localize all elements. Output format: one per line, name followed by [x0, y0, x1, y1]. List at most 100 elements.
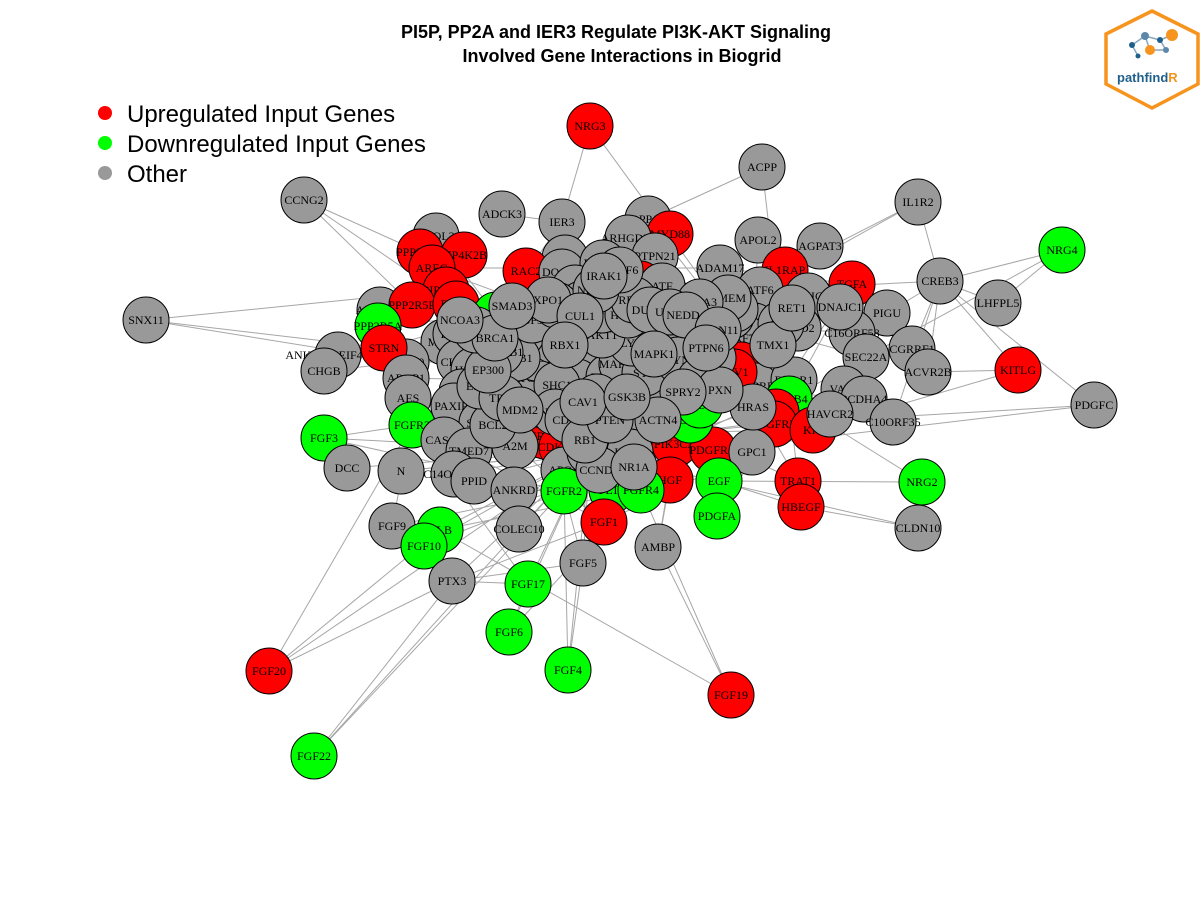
node-label-FGF19: FGF19: [714, 688, 748, 702]
node-PTPN6: PTPN6: [682, 324, 730, 372]
node-circle-HBEGF: [777, 483, 825, 531]
node-label-HBEGF: HBEGF: [781, 500, 821, 514]
node-label-BRCA1: BRCA1: [476, 331, 515, 345]
node-label-PDGFC: PDGFC: [1075, 398, 1114, 412]
node-circle-COLEC10: [495, 505, 543, 553]
node-label-FGF5: FGF5: [569, 556, 597, 570]
node-PDGFC: PDGFC: [1070, 381, 1118, 429]
node-IL1R2: IL1R2: [894, 178, 942, 226]
node-label-RAC2: RAC2: [511, 264, 542, 278]
edge-FGF19-AMBP: [657, 546, 732, 696]
logo-text-accent: R: [1168, 70, 1178, 85]
node-circle-PTPN6: [682, 324, 730, 372]
node-label-ANKRD: ANKRD: [493, 483, 536, 497]
node-circle-C10ORF35: [869, 398, 917, 446]
node-NRG3: NRG3: [566, 102, 614, 150]
node-circle-FGF4: [544, 646, 592, 694]
node-TMX1: TMX1: [749, 321, 797, 369]
node-N: N: [377, 447, 425, 495]
legend-item-other: Other: [98, 161, 187, 188]
node-label-CAV1: CAV1: [568, 395, 598, 409]
node-label-FGF3: FGF3: [310, 431, 338, 445]
node-label-IL1R2: IL1R2: [902, 195, 933, 209]
node-CCNG2: CCNG2: [280, 176, 328, 224]
node-RET1: RET1: [768, 284, 816, 332]
node-circle-DCC: [323, 444, 371, 492]
node-label-FGFR3: FGFR3: [394, 418, 430, 432]
node-label-COLEC10: COLEC10: [493, 522, 544, 536]
node-label-MDM2: MDM2: [502, 403, 538, 417]
legend-swatch-other: [98, 166, 112, 180]
node-circle-FGF19: [707, 671, 755, 719]
node-circle-IL1R2: [894, 178, 942, 226]
node-circle-PTX3: [428, 557, 476, 605]
node-label-CUL1: CUL1: [565, 309, 595, 323]
node-label-C10ORF35: C10ORF35: [865, 415, 920, 429]
node-circle-NRG4: [1038, 226, 1086, 274]
node-PTX3: PTX3: [428, 557, 476, 605]
node-circle-ACPP: [738, 143, 786, 191]
node-CHGB: CHGB: [300, 347, 348, 395]
node-label-CLDN10: CLDN10: [896, 521, 941, 535]
node-label-RET1: RET1: [778, 301, 807, 315]
legend-swatch-up: [98, 106, 112, 120]
node-DCC: DCC: [323, 444, 371, 492]
node-label-ACVR2B: ACVR2B: [904, 365, 951, 379]
node-label-KITLG: KITLG: [1000, 363, 1036, 377]
node-label-DNAJC1: DNAJC1: [818, 300, 863, 314]
node-circle-DNAJC1: [816, 283, 864, 331]
node-circle-LHFPL5: [974, 279, 1022, 327]
node-GSK3B: GSK3B: [603, 373, 651, 421]
node-HBEGF: HBEGF: [777, 483, 825, 531]
node-label-LHFPL5: LHFPL5: [977, 296, 1020, 310]
legend-label-down: Downregulated Input Genes: [127, 131, 426, 158]
node-PXN: PXN: [696, 366, 744, 414]
node-label-FGF17: FGF17: [511, 577, 545, 591]
node-RBX1: RBX1: [541, 321, 589, 369]
node-label-IER3: IER3: [549, 215, 574, 229]
node-label-CCND1: CCND1: [579, 463, 618, 477]
node-label-FGF1: FGF1: [590, 515, 618, 529]
logo-wordmark: pathfindR: [1117, 70, 1178, 85]
node-label-MAPK1: MAPK1: [634, 347, 675, 361]
node-label-SNX11: SNX11: [128, 313, 164, 327]
node-circle-CHGB: [300, 347, 348, 395]
node-label-SMAD3: SMAD3: [492, 299, 533, 313]
node-label-NRG2: NRG2: [906, 475, 937, 489]
node-circle-GSK3B: [603, 373, 651, 421]
node-circle-FGF5: [559, 539, 607, 587]
node-circle-SMAD3: [488, 282, 536, 330]
node-circle-NRG3: [566, 102, 614, 150]
edge-PDGFC-CREB3: [939, 280, 1095, 406]
node-circle-NR1A: [610, 443, 658, 491]
node-circle-MDM2: [496, 386, 544, 434]
node-PDGFA: PDGFA: [693, 492, 741, 540]
node-SNX11: SNX11: [122, 296, 170, 344]
node-FGFR2: FGFR2: [540, 467, 588, 515]
diagram-title-line2: Involved Gene Interactions in Biogrid: [462, 46, 781, 66]
node-label-CHGB: CHGB: [307, 364, 340, 378]
node-FGF4: FGF4: [544, 646, 592, 694]
node-label-RBX1: RBX1: [550, 338, 581, 352]
node-AGPAT3: AGPAT3: [796, 222, 844, 270]
edge-FGF4-FGFR2: [563, 490, 569, 671]
node-SMAD3: SMAD3: [488, 282, 536, 330]
node-COLEC10: COLEC10: [493, 505, 545, 553]
node-circle-FGF22: [290, 732, 338, 780]
node-FGF17: FGF17: [504, 560, 552, 608]
legend-item-up: Upregulated Input Genes: [98, 101, 395, 128]
node-circle-NCOA3: [436, 296, 484, 344]
legend-item-down: Downregulated Input Genes: [98, 131, 426, 158]
node-circle-PDGFA: [693, 492, 741, 540]
node-label-NRG3: NRG3: [574, 119, 605, 133]
node-ANKRD: ANKRD: [490, 466, 538, 514]
node-label-APOL2: APOL2: [739, 233, 776, 247]
node-label-PTPN6: PTPN6: [688, 341, 723, 355]
node-label-A2M: A2M: [502, 439, 528, 453]
node-circle-FGF1: [580, 498, 628, 546]
node-label-NCOA3: NCOA3: [440, 313, 480, 327]
node-circle-CREB3: [916, 257, 964, 305]
node-circle-FGF10: [400, 522, 448, 570]
node-ADCK3: ADCK3: [478, 190, 526, 238]
